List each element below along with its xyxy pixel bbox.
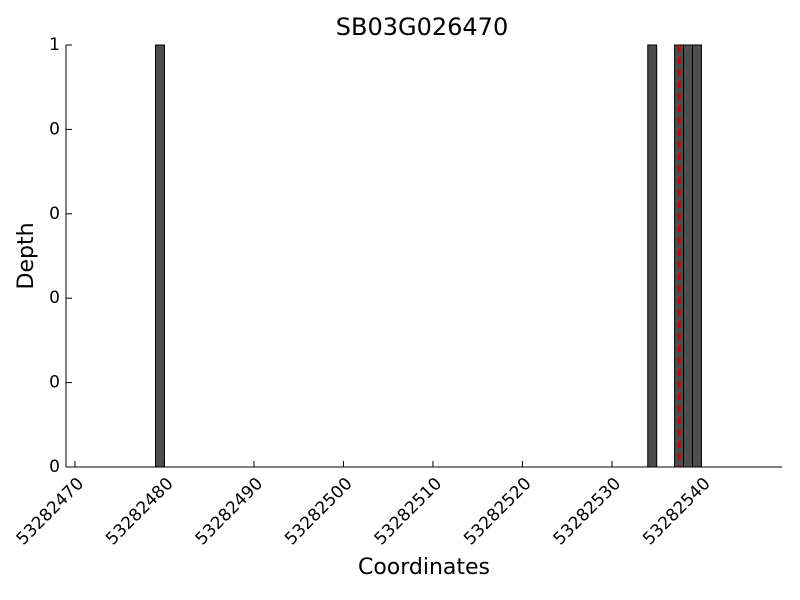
y-tick-label: 0	[49, 204, 60, 224]
y-tick-label: 0	[49, 288, 60, 308]
y-tick-label: 0	[49, 373, 60, 393]
y-axis-label: Depth	[14, 222, 39, 289]
bar	[155, 44, 165, 468]
x-tick-label: 53282510	[371, 474, 446, 549]
x-axis-label: Coordinates	[358, 555, 490, 580]
y-tick-label: 0	[49, 119, 60, 139]
chart-title: SB03G026470	[336, 13, 508, 41]
x-tick-label: 53282490	[192, 474, 267, 549]
x-tick-label: 53282530	[550, 474, 625, 549]
y-tick-label: 0	[49, 457, 60, 477]
x-tick-label: 53282470	[13, 474, 88, 549]
y-tick-label: 1	[49, 35, 60, 55]
bar	[692, 44, 702, 468]
x-tick-label: 53282500	[281, 474, 356, 549]
x-tick-label: 53282540	[639, 474, 714, 549]
x-tick-label: 53282520	[460, 474, 535, 549]
bar	[683, 44, 693, 468]
bar	[647, 44, 658, 468]
x-tick-label: 53282480	[102, 474, 177, 549]
